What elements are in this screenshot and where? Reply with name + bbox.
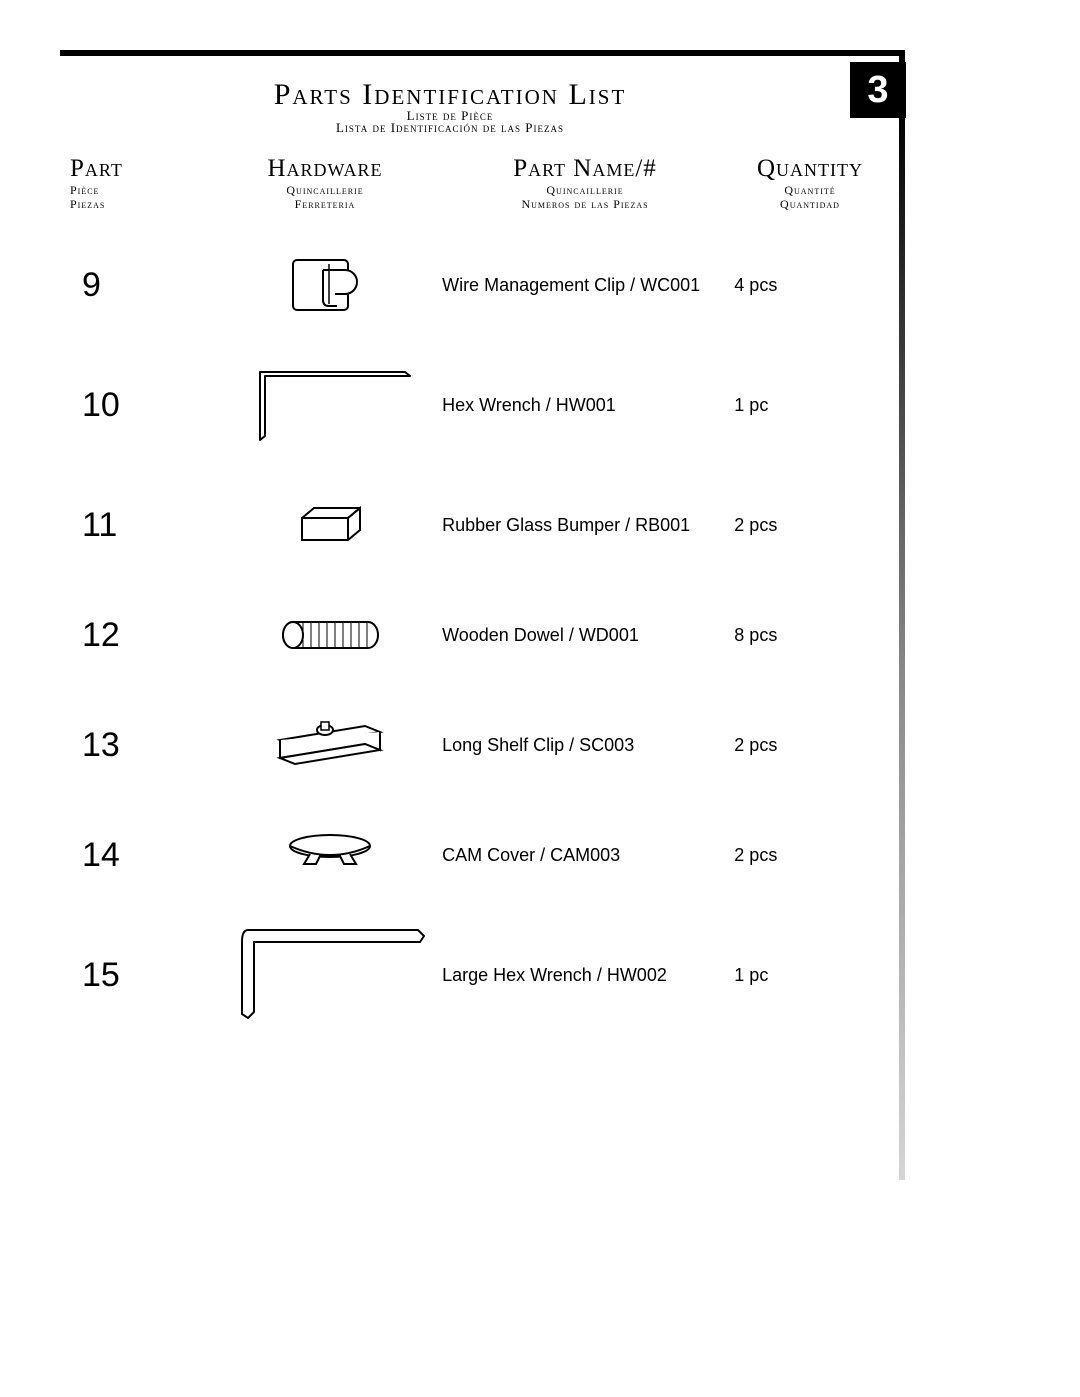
part-name: Rubber Glass Bumper / RB001 <box>442 515 724 536</box>
part-quantity: 4 pcs <box>724 275 890 296</box>
header-hardware-main: Hardware <box>210 155 440 183</box>
table-row: 10 Hex Wrench / HW001 1 pc <box>60 340 890 470</box>
part-name: Wooden Dowel / WD001 <box>442 625 724 646</box>
hardware-illustration <box>218 360 442 450</box>
part-quantity: 8 pcs <box>724 625 890 646</box>
part-quantity: 2 pcs <box>724 735 890 756</box>
hardware-illustration <box>218 710 442 780</box>
page-title: Parts Identification List <box>60 78 840 112</box>
header-part: Part Pièce Piezas <box>60 155 210 212</box>
part-number: 14 <box>60 836 218 875</box>
table-row: 13 Long Shelf Clip / SC003 2 pcs <box>60 690 890 800</box>
header-part-main: Part <box>70 155 210 183</box>
large-hex-wrench-icon <box>230 920 430 1030</box>
table-row: 12 <box>60 580 890 690</box>
part-name: CAM Cover / CAM003 <box>442 845 724 866</box>
header-partname-sub-fr: Quincaillerie <box>440 183 730 197</box>
wooden-dowel-icon <box>275 613 385 658</box>
header-partname-sub-es: Numeros de las Piezas <box>440 197 730 211</box>
table-row: 11 Rubber Glass Bumper / RB001 2 pcs <box>60 470 890 580</box>
part-name: Long Shelf Clip / SC003 <box>442 735 724 756</box>
column-headers: Part Pièce Piezas Hardware Quincaillerie… <box>60 155 890 212</box>
rubber-bumper-icon <box>290 500 370 550</box>
hardware-illustration <box>218 613 442 658</box>
page: 3 Parts Identification List Liste de Piè… <box>0 0 1080 1397</box>
part-number: 11 <box>60 506 218 545</box>
part-quantity: 1 pc <box>724 395 890 416</box>
part-quantity: 2 pcs <box>724 845 890 866</box>
part-number: 13 <box>60 726 218 765</box>
part-name: Wire Management Clip / WC001 <box>442 275 724 296</box>
shelf-clip-icon <box>270 710 390 780</box>
top-rule <box>60 50 900 56</box>
page-number: 3 <box>850 62 906 118</box>
hardware-illustration <box>218 500 442 550</box>
table-row: 14 CAM Cover / CAM003 2 pcs <box>60 800 890 910</box>
header-hardware: Hardware Quincaillerie Ferreteria <box>210 155 440 212</box>
hardware-illustration <box>218 828 442 883</box>
right-rule <box>899 50 905 1180</box>
part-name: Hex Wrench / HW001 <box>442 395 724 416</box>
wire-clip-icon <box>285 250 375 320</box>
hex-wrench-icon <box>245 360 415 450</box>
header-part-sub-fr: Pièce <box>70 183 210 197</box>
header-quantity-sub-fr: Quantité <box>730 183 890 197</box>
header-quantity: Quantity Quantité Quantidad <box>730 155 890 212</box>
title-block: Parts Identification List Liste de Pièce… <box>60 78 840 136</box>
cam-cover-icon <box>280 828 380 883</box>
page-title-sub-es: Lista de Identificación de las Piezas <box>60 120 840 136</box>
hardware-illustration <box>218 250 442 320</box>
header-hardware-sub-es: Ferreteria <box>210 197 440 211</box>
header-quantity-main: Quantity <box>730 155 890 183</box>
part-number: 12 <box>60 616 218 655</box>
table-row: 9 Wire Management Clip / WC001 4 pcs <box>60 230 890 340</box>
table-row: 15 Large Hex Wrench / HW002 1 pc <box>60 910 890 1040</box>
part-number: 10 <box>60 386 218 425</box>
header-quantity-sub-es: Quantidad <box>730 197 890 211</box>
header-part-sub-es: Piezas <box>70 197 210 211</box>
part-name: Large Hex Wrench / HW002 <box>442 965 724 986</box>
hardware-illustration <box>218 920 442 1030</box>
part-number: 9 <box>60 266 218 305</box>
part-quantity: 2 pcs <box>724 515 890 536</box>
part-quantity: 1 pc <box>724 965 890 986</box>
part-number: 15 <box>60 956 218 995</box>
header-partname-main: Part Name/# <box>440 155 730 183</box>
header-partname: Part Name/# Quincaillerie Numeros de las… <box>440 155 730 212</box>
parts-rows: 9 Wire Management Clip / WC001 4 pcs 10 <box>60 230 890 1040</box>
header-hardware-sub-fr: Quincaillerie <box>210 183 440 197</box>
